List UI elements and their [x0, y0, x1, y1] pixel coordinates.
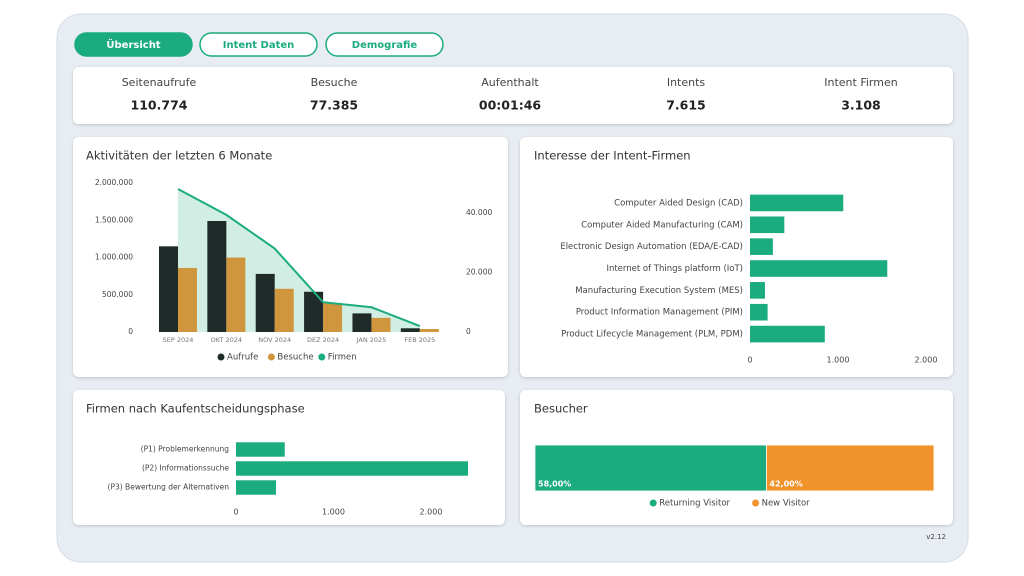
- y-tick-label: Computer Aided Design (CAD): [614, 198, 743, 208]
- kpi-value: 3.108: [841, 98, 881, 113]
- legend-label: Besuche: [277, 353, 313, 363]
- legend-swatch: [752, 499, 760, 507]
- data-label: 58,00%: [538, 480, 571, 489]
- tab-label[interactable]: Übersicht: [106, 37, 160, 51]
- legend-label: New Visitor: [762, 499, 811, 509]
- x-tick-label: DEZ 2024: [307, 336, 339, 344]
- bar: [750, 238, 773, 255]
- card: [73, 390, 505, 525]
- kpi-label: Seitenaufrufe: [122, 76, 197, 89]
- tab-label[interactable]: Intent Daten: [223, 40, 295, 51]
- bar: [323, 302, 343, 332]
- bar: [255, 273, 275, 332]
- y-tick-label: Manufacturing Execution System (MES): [575, 286, 743, 296]
- kpi-value: 110.774: [131, 98, 188, 113]
- x-tick-label: FEB 2025: [404, 336, 435, 344]
- x-tick-label: JAN 2025: [356, 336, 387, 344]
- bar: [274, 288, 294, 332]
- bar: [750, 260, 888, 277]
- y-tick-label: 500.000: [102, 290, 133, 299]
- bar: [352, 313, 372, 332]
- y-tick-label: 2.000.000: [95, 178, 133, 187]
- y-tick-label: Product Lifecycle Management (PLM, PDM): [561, 330, 743, 340]
- bar: [236, 442, 285, 457]
- bar: [207, 220, 227, 332]
- card: [520, 137, 953, 377]
- kpi-label: Intent Firmen: [824, 76, 897, 89]
- bar: [400, 328, 420, 332]
- x-tick-label: 2.000: [915, 356, 938, 365]
- kpi-label: Intents: [667, 76, 706, 89]
- bar: [177, 267, 197, 332]
- y-tick-label: (P2) Informationssuche: [142, 464, 229, 473]
- x-tick-label: OKT 2024: [211, 336, 242, 344]
- legend-swatch: [318, 353, 326, 361]
- y-tick-label: 0: [128, 327, 133, 336]
- bar: [226, 257, 246, 332]
- y-tick-label: Computer Aided Manufacturing (CAM): [581, 220, 743, 230]
- x-tick-label: 1.000: [827, 356, 850, 365]
- kpi-value: 7.615: [666, 98, 706, 113]
- y-tick-label: (P3) Bewertung der Alternativen: [108, 483, 230, 492]
- bar: [158, 246, 178, 332]
- chart-title: Firmen nach Kaufentscheidungsphase: [86, 402, 305, 416]
- tab[interactable]: [199, 32, 318, 57]
- bar: [236, 480, 276, 495]
- bar: [750, 303, 768, 321]
- kpi-value: 77.385: [310, 98, 358, 113]
- bar: [750, 194, 844, 212]
- bar: [750, 282, 765, 299]
- y2-tick-label: 0: [466, 327, 471, 336]
- tab[interactable]: [325, 32, 444, 57]
- chart-title: Besucher: [534, 402, 588, 416]
- bar: [371, 317, 391, 332]
- version: v2.12: [926, 533, 946, 541]
- legend-swatch: [217, 353, 225, 361]
- y2-tick-label: 40.000: [466, 208, 492, 217]
- legend-label: Returning Visitor: [659, 499, 730, 509]
- bar-segment: [534, 444, 767, 492]
- bar: [236, 461, 469, 476]
- x-tick-label: 0: [233, 508, 238, 517]
- line: [177, 188, 421, 327]
- bar: [419, 329, 439, 332]
- y2-tick-label: 20.000: [466, 267, 492, 276]
- kpi-label: Besuche: [311, 76, 358, 89]
- kpi-card: [73, 67, 953, 124]
- y-tick-label: (P1) Problemerkennung: [141, 445, 230, 454]
- legend-label: Aufrufe: [227, 353, 258, 363]
- bar-segment: [766, 444, 935, 492]
- tab[interactable]: [74, 32, 193, 57]
- y-tick-label: Internet of Things platform (IoT): [606, 264, 743, 274]
- legend-label: Firmen: [328, 353, 357, 363]
- x-tick-label: 2.000: [420, 508, 443, 517]
- x-tick-label: 0: [747, 356, 752, 365]
- data-label: 42,00%: [769, 480, 802, 489]
- legend-swatch: [649, 499, 657, 507]
- x-tick-label: NOV 2024: [258, 336, 291, 344]
- kpi-value: 00:01:46: [479, 98, 541, 113]
- legend-swatch: [267, 353, 275, 361]
- x-tick-label: SEP 2024: [163, 336, 194, 344]
- y-tick-label: Product Information Management (PIM): [576, 308, 743, 318]
- kpi-label: Aufenthalt: [481, 76, 539, 89]
- bar: [750, 216, 785, 234]
- y-tick-label: 1.000.000: [95, 253, 133, 262]
- chart-title: Aktivitäten der letzten 6 Monate: [86, 149, 272, 163]
- bar: [304, 291, 324, 332]
- x-tick-label: 1.000: [322, 508, 345, 517]
- bar: [750, 325, 825, 343]
- y-tick-label: 1.500.000: [95, 215, 133, 224]
- tab-label[interactable]: Demografie: [352, 40, 418, 51]
- chart-title: Interesse der Intent-Firmen: [534, 149, 691, 163]
- y-tick-label: Electronic Design Automation (EDA/E-CAD): [560, 242, 743, 252]
